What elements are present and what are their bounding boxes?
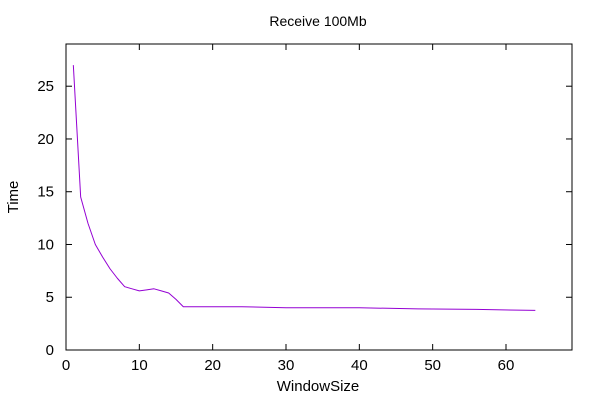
y-tick-label: 5 (46, 289, 54, 306)
y-tick-label: 25 (37, 78, 54, 95)
x-tick-label: 0 (62, 357, 70, 374)
series-layer (72, 65, 536, 311)
axis-ticks (65, 44, 572, 351)
x-tick-label: 50 (424, 357, 441, 374)
y-tick-label: 10 (37, 236, 54, 253)
series-line-0 (72, 65, 536, 311)
y-tick-label: 15 (37, 184, 54, 201)
x-tick-label: 20 (204, 357, 221, 374)
x-tick-label: 30 (278, 357, 295, 374)
y-tick-label: 0 (46, 342, 54, 359)
axis-tick-labels: 0 10 20 30 40 50 60 0 5 10 15 20 25 (37, 78, 514, 374)
x-tick-label: 40 (351, 357, 368, 374)
x-tick-label: 10 (131, 357, 148, 374)
y-tick-label: 20 (37, 131, 54, 148)
x-tick-label: 60 (498, 357, 515, 374)
plot-frame (65, 43, 573, 351)
y-axis-label: Time (5, 181, 22, 214)
chart-title: Receive 100Mb (269, 13, 366, 29)
x-axis-label: WindowSize (277, 378, 360, 395)
